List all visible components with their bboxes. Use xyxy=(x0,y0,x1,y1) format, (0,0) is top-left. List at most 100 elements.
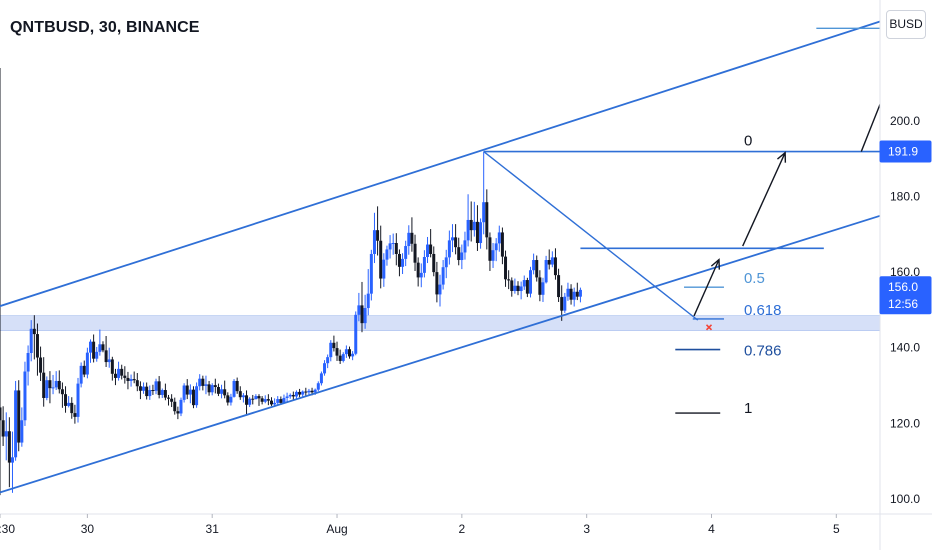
candle-body xyxy=(201,378,205,386)
candle xyxy=(269,397,273,406)
candle-body xyxy=(123,375,127,378)
candle-body xyxy=(20,420,24,443)
candle-body xyxy=(438,284,442,295)
x-tick-label: Aug xyxy=(326,522,347,536)
candle-body xyxy=(553,257,557,276)
candle-body xyxy=(195,386,199,406)
candle xyxy=(57,370,61,394)
channel-lower-line[interactable] xyxy=(0,214,881,504)
candle xyxy=(160,388,164,398)
candle-body xyxy=(126,377,130,381)
candle-body xyxy=(238,391,242,398)
candle-body xyxy=(107,359,111,363)
candle-body xyxy=(344,349,348,355)
candle-body xyxy=(257,396,261,399)
candle-body xyxy=(39,357,43,373)
candle-body xyxy=(532,260,536,271)
candle xyxy=(416,257,420,287)
candle-body xyxy=(10,457,14,463)
currency-button[interactable]: BUSD xyxy=(886,10,926,39)
candle-body xyxy=(160,390,164,395)
candle-body xyxy=(263,399,267,402)
candle-body xyxy=(450,237,454,241)
candle xyxy=(569,284,573,305)
candle-body xyxy=(42,372,46,398)
candle-body xyxy=(179,399,183,414)
candle xyxy=(407,225,411,255)
candle-body xyxy=(235,380,239,392)
candle xyxy=(413,234,417,271)
candle xyxy=(48,371,52,404)
candle xyxy=(226,392,230,406)
candle-body xyxy=(348,349,352,357)
candle xyxy=(535,255,539,282)
candle-body xyxy=(223,389,227,396)
candle-body xyxy=(404,246,408,259)
candle-body xyxy=(313,389,317,393)
candle-body xyxy=(85,352,89,375)
price-tag-bg xyxy=(879,276,932,315)
projection-arrow-shaft xyxy=(693,259,720,317)
candle-body xyxy=(466,219,470,241)
price-tag-fib-high[interactable]: 191.9 xyxy=(879,140,932,163)
candle-body xyxy=(79,365,83,384)
candle-body xyxy=(429,244,433,254)
candle xyxy=(369,249,373,301)
candle xyxy=(248,397,252,408)
candle xyxy=(10,431,14,493)
candle-body xyxy=(276,399,280,403)
x-tick-label: 4 xyxy=(708,522,715,536)
candle xyxy=(360,281,364,333)
candle xyxy=(522,275,526,290)
candle-body xyxy=(229,396,233,403)
candle-body xyxy=(394,243,398,254)
candle-body xyxy=(198,378,202,387)
projection-arrow[interactable] xyxy=(742,151,787,247)
candle-body xyxy=(135,380,139,387)
candle xyxy=(167,394,171,406)
candle-body xyxy=(113,373,117,378)
price-axis-panel[interactable] xyxy=(880,0,932,550)
candle-body xyxy=(48,380,52,389)
candle-body xyxy=(323,363,327,374)
candle-body xyxy=(410,232,414,244)
candle xyxy=(457,237,461,266)
candle xyxy=(54,371,58,391)
candle xyxy=(394,233,398,266)
fib-label-05: 0.5 xyxy=(744,270,765,287)
candle xyxy=(482,151,486,235)
candle xyxy=(251,394,255,405)
candle xyxy=(323,360,327,376)
time-axis-panel[interactable] xyxy=(0,514,932,550)
candle-body xyxy=(67,402,71,406)
candle xyxy=(29,320,33,362)
candle xyxy=(510,277,514,297)
candle xyxy=(126,371,130,390)
candle-body xyxy=(550,257,554,265)
candle xyxy=(151,384,155,395)
candle xyxy=(163,383,167,401)
candle xyxy=(245,390,249,415)
candle-body xyxy=(513,285,517,292)
candle-body xyxy=(117,368,121,378)
candle-body xyxy=(341,354,345,361)
candle xyxy=(578,287,582,303)
candle-body xyxy=(142,386,146,391)
candle-body xyxy=(132,379,136,381)
projection-arrow-shaft xyxy=(742,152,786,247)
candle-body xyxy=(510,280,514,292)
candle xyxy=(257,394,261,406)
fib-diagonal-line[interactable] xyxy=(483,151,699,321)
projection-arrow[interactable] xyxy=(693,258,721,317)
candle xyxy=(550,251,554,268)
candle-body xyxy=(254,396,258,400)
candle xyxy=(135,373,139,392)
candle xyxy=(70,397,74,419)
candle xyxy=(329,340,333,362)
channel-upper-line[interactable] xyxy=(0,20,881,319)
candle xyxy=(110,356,114,381)
candle xyxy=(541,277,545,302)
price-tag-last[interactable]: 156.0 12:56 xyxy=(879,276,932,315)
